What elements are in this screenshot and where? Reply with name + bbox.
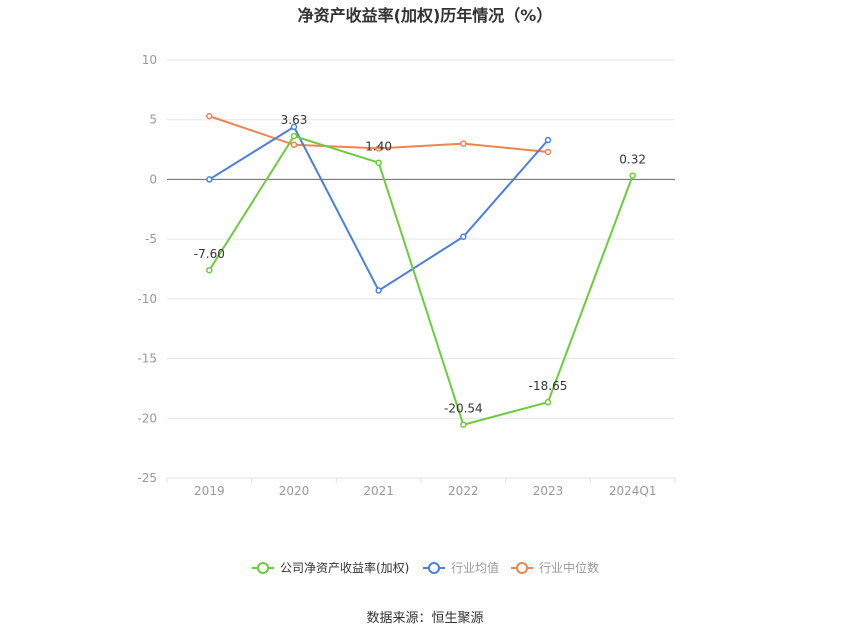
data-source: 数据来源：恒生聚源 [366, 611, 484, 626]
x-tick-label: 2019 [194, 484, 225, 498]
legend-item: 行业均值 [423, 560, 499, 575]
series-layer [206, 112, 636, 428]
y-tick-label: 5 [149, 113, 157, 127]
data-label: -20.54 [444, 402, 483, 416]
data-label: 1.40 [365, 140, 392, 154]
data-point [460, 140, 467, 147]
series-line-0 [208, 134, 634, 426]
data-point [375, 287, 382, 294]
y-tick-label: 0 [149, 172, 157, 186]
legend-swatch-marker [516, 562, 528, 574]
data-label: 3.63 [281, 113, 308, 127]
y-tick-label: -5 [145, 232, 157, 246]
data-point [629, 172, 636, 179]
data-point [290, 141, 298, 149]
data-point [206, 176, 213, 183]
data-label-layer: -7.60 3.63 1.40 -20.54 -18.65 0.32 [194, 113, 646, 416]
data-point [290, 123, 298, 131]
legend-swatch-marker [257, 562, 269, 574]
chart-svg: 10 5 0 -5 -10 -15 -20 -25 2019 2020 2021 2022 2023 20… [137, 53, 676, 575]
legend-item: 行业中位数 [511, 560, 599, 575]
data-point [206, 112, 213, 120]
x-tick-label: 2023 [533, 484, 564, 498]
y-tick-label: -25 [137, 471, 157, 485]
axis-layer: 10 5 0 -5 -10 -15 -20 -25 2019 2020 2021 2022 2023 20… [137, 53, 676, 498]
data-point [375, 159, 382, 166]
y-tick-label: -20 [137, 411, 157, 425]
y-tick-label: -15 [137, 352, 157, 366]
data-label: -18.65 [529, 379, 568, 393]
legend-label: 行业中位数 [539, 560, 599, 575]
x-tick-label: 2020 [279, 484, 310, 498]
data-point [206, 266, 213, 274]
data-label: -7.60 [194, 247, 225, 261]
data-point [375, 145, 382, 152]
x-tick-label: 2024Q1 [609, 484, 657, 498]
data-point [460, 421, 467, 428]
data-point [290, 132, 298, 140]
legend-label: 行业均值 [451, 560, 499, 575]
legend-item: 公司净资产收益率(加权) [252, 560, 409, 575]
data-point [460, 233, 467, 241]
x-tick-label: 2022 [448, 484, 479, 498]
data-point [544, 148, 552, 156]
data-label: 0.32 [619, 153, 646, 167]
x-tick-label: 2021 [363, 484, 394, 498]
legend-label: 公司净资产收益率(加权) [280, 560, 409, 575]
data-point [544, 136, 552, 144]
y-tick-label: -10 [137, 292, 157, 306]
legend: 公司净资产收益率(加权) 行业均值 行业中位数 [252, 560, 599, 575]
chart-title: 净资产收益率(加权)历年情况（%） [297, 6, 553, 25]
legend-swatch-marker [428, 562, 440, 574]
y-tick-label: 10 [142, 53, 157, 67]
data-point [544, 398, 552, 406]
